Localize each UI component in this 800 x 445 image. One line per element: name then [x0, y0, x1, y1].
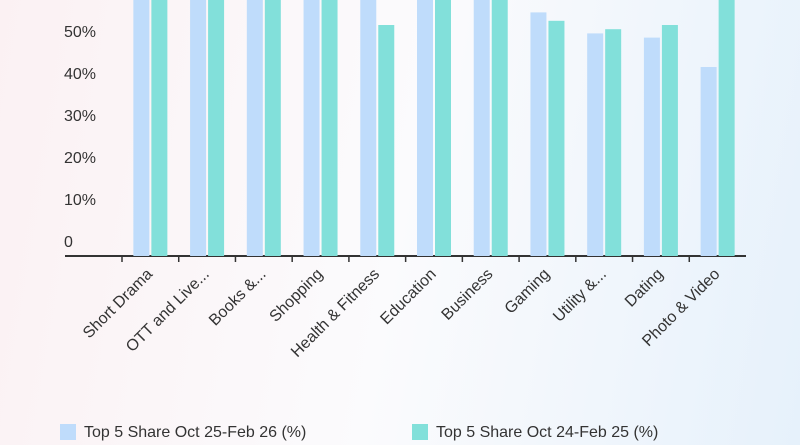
- y-tick-label: 40%: [64, 66, 96, 83]
- bar: [435, 0, 451, 256]
- bar: [530, 12, 547, 257]
- legend-label: Top 5 Share Oct 24-Feb 25 (%): [436, 424, 658, 441]
- bar: [548, 20, 565, 256]
- bar: [264, 0, 281, 257]
- x-tick-label: Shopping: [267, 266, 327, 326]
- bar: [417, 0, 433, 256]
- y-tick-label: 20%: [64, 150, 96, 167]
- x-tick-label: Books &...: [206, 266, 270, 330]
- bar: [643, 37, 660, 256]
- bar: [718, 0, 735, 256]
- legend-label: Top 5 Share Oct 25-Feb 26 (%): [84, 424, 306, 441]
- x-tick-label: Gaming: [502, 266, 554, 318]
- bar: [360, 0, 377, 256]
- y-tick-label: 10%: [64, 192, 96, 209]
- bar: [587, 33, 604, 257]
- x-tick-label: Utility &...: [550, 266, 610, 326]
- legend-swatch: [60, 424, 76, 440]
- bar: [321, 0, 338, 256]
- y-tick-label: 0: [64, 234, 73, 251]
- bar: [208, 0, 225, 257]
- bar: [700, 67, 717, 256]
- x-tick-label: Education: [377, 266, 439, 328]
- bar: [491, 0, 508, 257]
- bar: [605, 29, 622, 257]
- x-tick-label: Business: [439, 266, 497, 324]
- legend-swatch: [412, 424, 428, 440]
- bar: [133, 0, 150, 256]
- bar: [190, 0, 207, 256]
- bar: [378, 25, 395, 256]
- y-tick-label: 50%: [64, 24, 96, 41]
- bar: [151, 0, 168, 256]
- x-tick-label: Dating: [622, 266, 667, 311]
- bar: [473, 0, 490, 257]
- y-tick-label: 30%: [64, 108, 96, 125]
- bar: [246, 0, 263, 257]
- bar: [661, 25, 678, 256]
- bar: [303, 0, 320, 256]
